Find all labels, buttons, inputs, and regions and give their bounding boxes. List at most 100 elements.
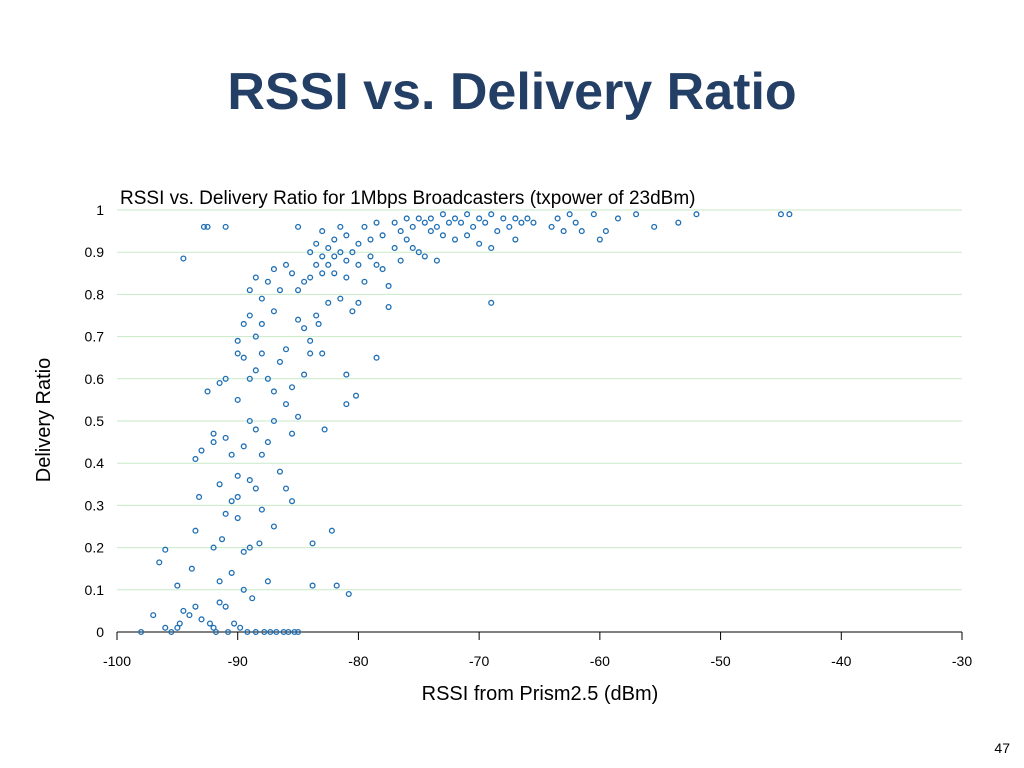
- data-point: [590, 211, 597, 218]
- data-point: [427, 228, 434, 235]
- data-point: [252, 333, 259, 340]
- data-point: [196, 493, 203, 501]
- data-point: [309, 540, 316, 547]
- data-point: [210, 544, 217, 551]
- data-point: [433, 223, 440, 230]
- data-point: [288, 384, 296, 391]
- data-point: [264, 578, 271, 585]
- data-point: [234, 396, 241, 403]
- data-point: [343, 401, 350, 408]
- y-tick-label: 0.9: [85, 244, 105, 260]
- data-point: [345, 590, 352, 598]
- data-point: [548, 223, 555, 230]
- data-point: [216, 379, 223, 387]
- slide-title: RSSI vs. Delivery Ratio: [227, 63, 797, 121]
- data-point: [240, 586, 247, 593]
- x-tick-label: -30: [952, 653, 972, 669]
- data-point: [352, 392, 360, 399]
- data-point: [373, 354, 380, 361]
- data-point: [301, 325, 308, 332]
- data-point: [349, 249, 356, 256]
- data-point: [240, 548, 247, 555]
- data-point: [218, 536, 226, 543]
- data-point: [246, 287, 253, 294]
- data-point: [192, 527, 199, 534]
- data-point: [343, 274, 350, 281]
- data-point: [385, 282, 392, 290]
- data-point: [343, 371, 350, 378]
- data-point: [596, 236, 603, 243]
- data-point: [234, 515, 241, 522]
- data-point: [433, 257, 440, 264]
- data-point: [476, 215, 483, 222]
- data-point: [651, 223, 658, 230]
- y-tick-label: 0.1: [85, 582, 105, 598]
- data-point: [325, 244, 332, 252]
- data-point: [252, 426, 259, 433]
- data-point: [200, 223, 207, 230]
- x-tick-label: -50: [710, 653, 730, 669]
- data-point: [415, 215, 422, 222]
- data-point: [240, 443, 247, 450]
- data-point: [288, 498, 296, 505]
- data-point: [373, 219, 380, 226]
- data-point: [488, 244, 495, 252]
- y-tick-label: 0.8: [85, 286, 105, 302]
- data-point: [282, 485, 290, 492]
- data-point: [331, 253, 338, 260]
- data-point: [313, 312, 320, 319]
- data-point: [252, 274, 259, 281]
- data-point: [291, 628, 298, 636]
- y-tick-label: 0.4: [85, 455, 105, 471]
- data-point: [162, 546, 169, 553]
- data-point: [270, 417, 277, 425]
- x-tick-label: -40: [831, 653, 851, 669]
- y-tick-label: 0: [96, 624, 104, 640]
- x-tick-label: -90: [228, 653, 248, 669]
- data-point: [210, 439, 217, 446]
- y-tick-label: 0.2: [85, 540, 105, 556]
- data-point: [261, 628, 268, 636]
- axes: [116, 631, 963, 640]
- data-point: [512, 215, 519, 222]
- data-point: [337, 249, 344, 256]
- data-point: [246, 417, 253, 425]
- data-point: [180, 255, 187, 262]
- data-point: [633, 211, 640, 218]
- data-point: [228, 569, 235, 576]
- data-point: [246, 477, 253, 484]
- data-point: [252, 628, 259, 636]
- data-point: [451, 236, 459, 243]
- data-point: [482, 219, 489, 226]
- x-tick-label: -80: [348, 653, 368, 669]
- y-tick-label: 0.5: [85, 413, 105, 429]
- data-point: [457, 219, 465, 226]
- data-point: [391, 219, 398, 226]
- data-point: [288, 270, 296, 277]
- data-point: [162, 624, 169, 631]
- data-point: [777, 211, 784, 218]
- data-point: [267, 628, 274, 636]
- data-point: [488, 211, 495, 218]
- data-point: [309, 582, 316, 589]
- data-point: [204, 388, 211, 395]
- data-point: [367, 236, 374, 243]
- data-point: [206, 620, 214, 627]
- data-point: [786, 211, 793, 218]
- data-point: [421, 253, 428, 260]
- data-point: [264, 439, 271, 446]
- data-point: [301, 371, 308, 378]
- data-point: [295, 223, 302, 230]
- data-point: [295, 628, 302, 636]
- data-point: [307, 274, 314, 281]
- data-point: [439, 211, 446, 218]
- y-tick-label: 1: [96, 202, 104, 218]
- data-point: [244, 628, 251, 636]
- data-point: [249, 595, 256, 602]
- data-point: [343, 257, 350, 264]
- data-point: [240, 320, 247, 327]
- data-point: [276, 468, 284, 475]
- data-point: [156, 559, 163, 566]
- data-point: [325, 299, 332, 306]
- data-point: [264, 278, 271, 285]
